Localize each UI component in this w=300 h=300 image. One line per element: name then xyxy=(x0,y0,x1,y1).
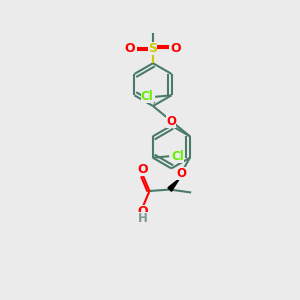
Text: O: O xyxy=(170,42,181,55)
Text: O: O xyxy=(138,205,148,218)
Text: O: O xyxy=(125,42,135,55)
Text: H: H xyxy=(138,212,148,226)
Text: Cl: Cl xyxy=(171,150,184,163)
Polygon shape xyxy=(168,178,179,191)
Text: O: O xyxy=(176,167,186,180)
Text: S: S xyxy=(148,42,158,55)
Text: Cl: Cl xyxy=(141,90,154,103)
Text: O: O xyxy=(167,115,176,128)
Text: O: O xyxy=(138,163,148,176)
